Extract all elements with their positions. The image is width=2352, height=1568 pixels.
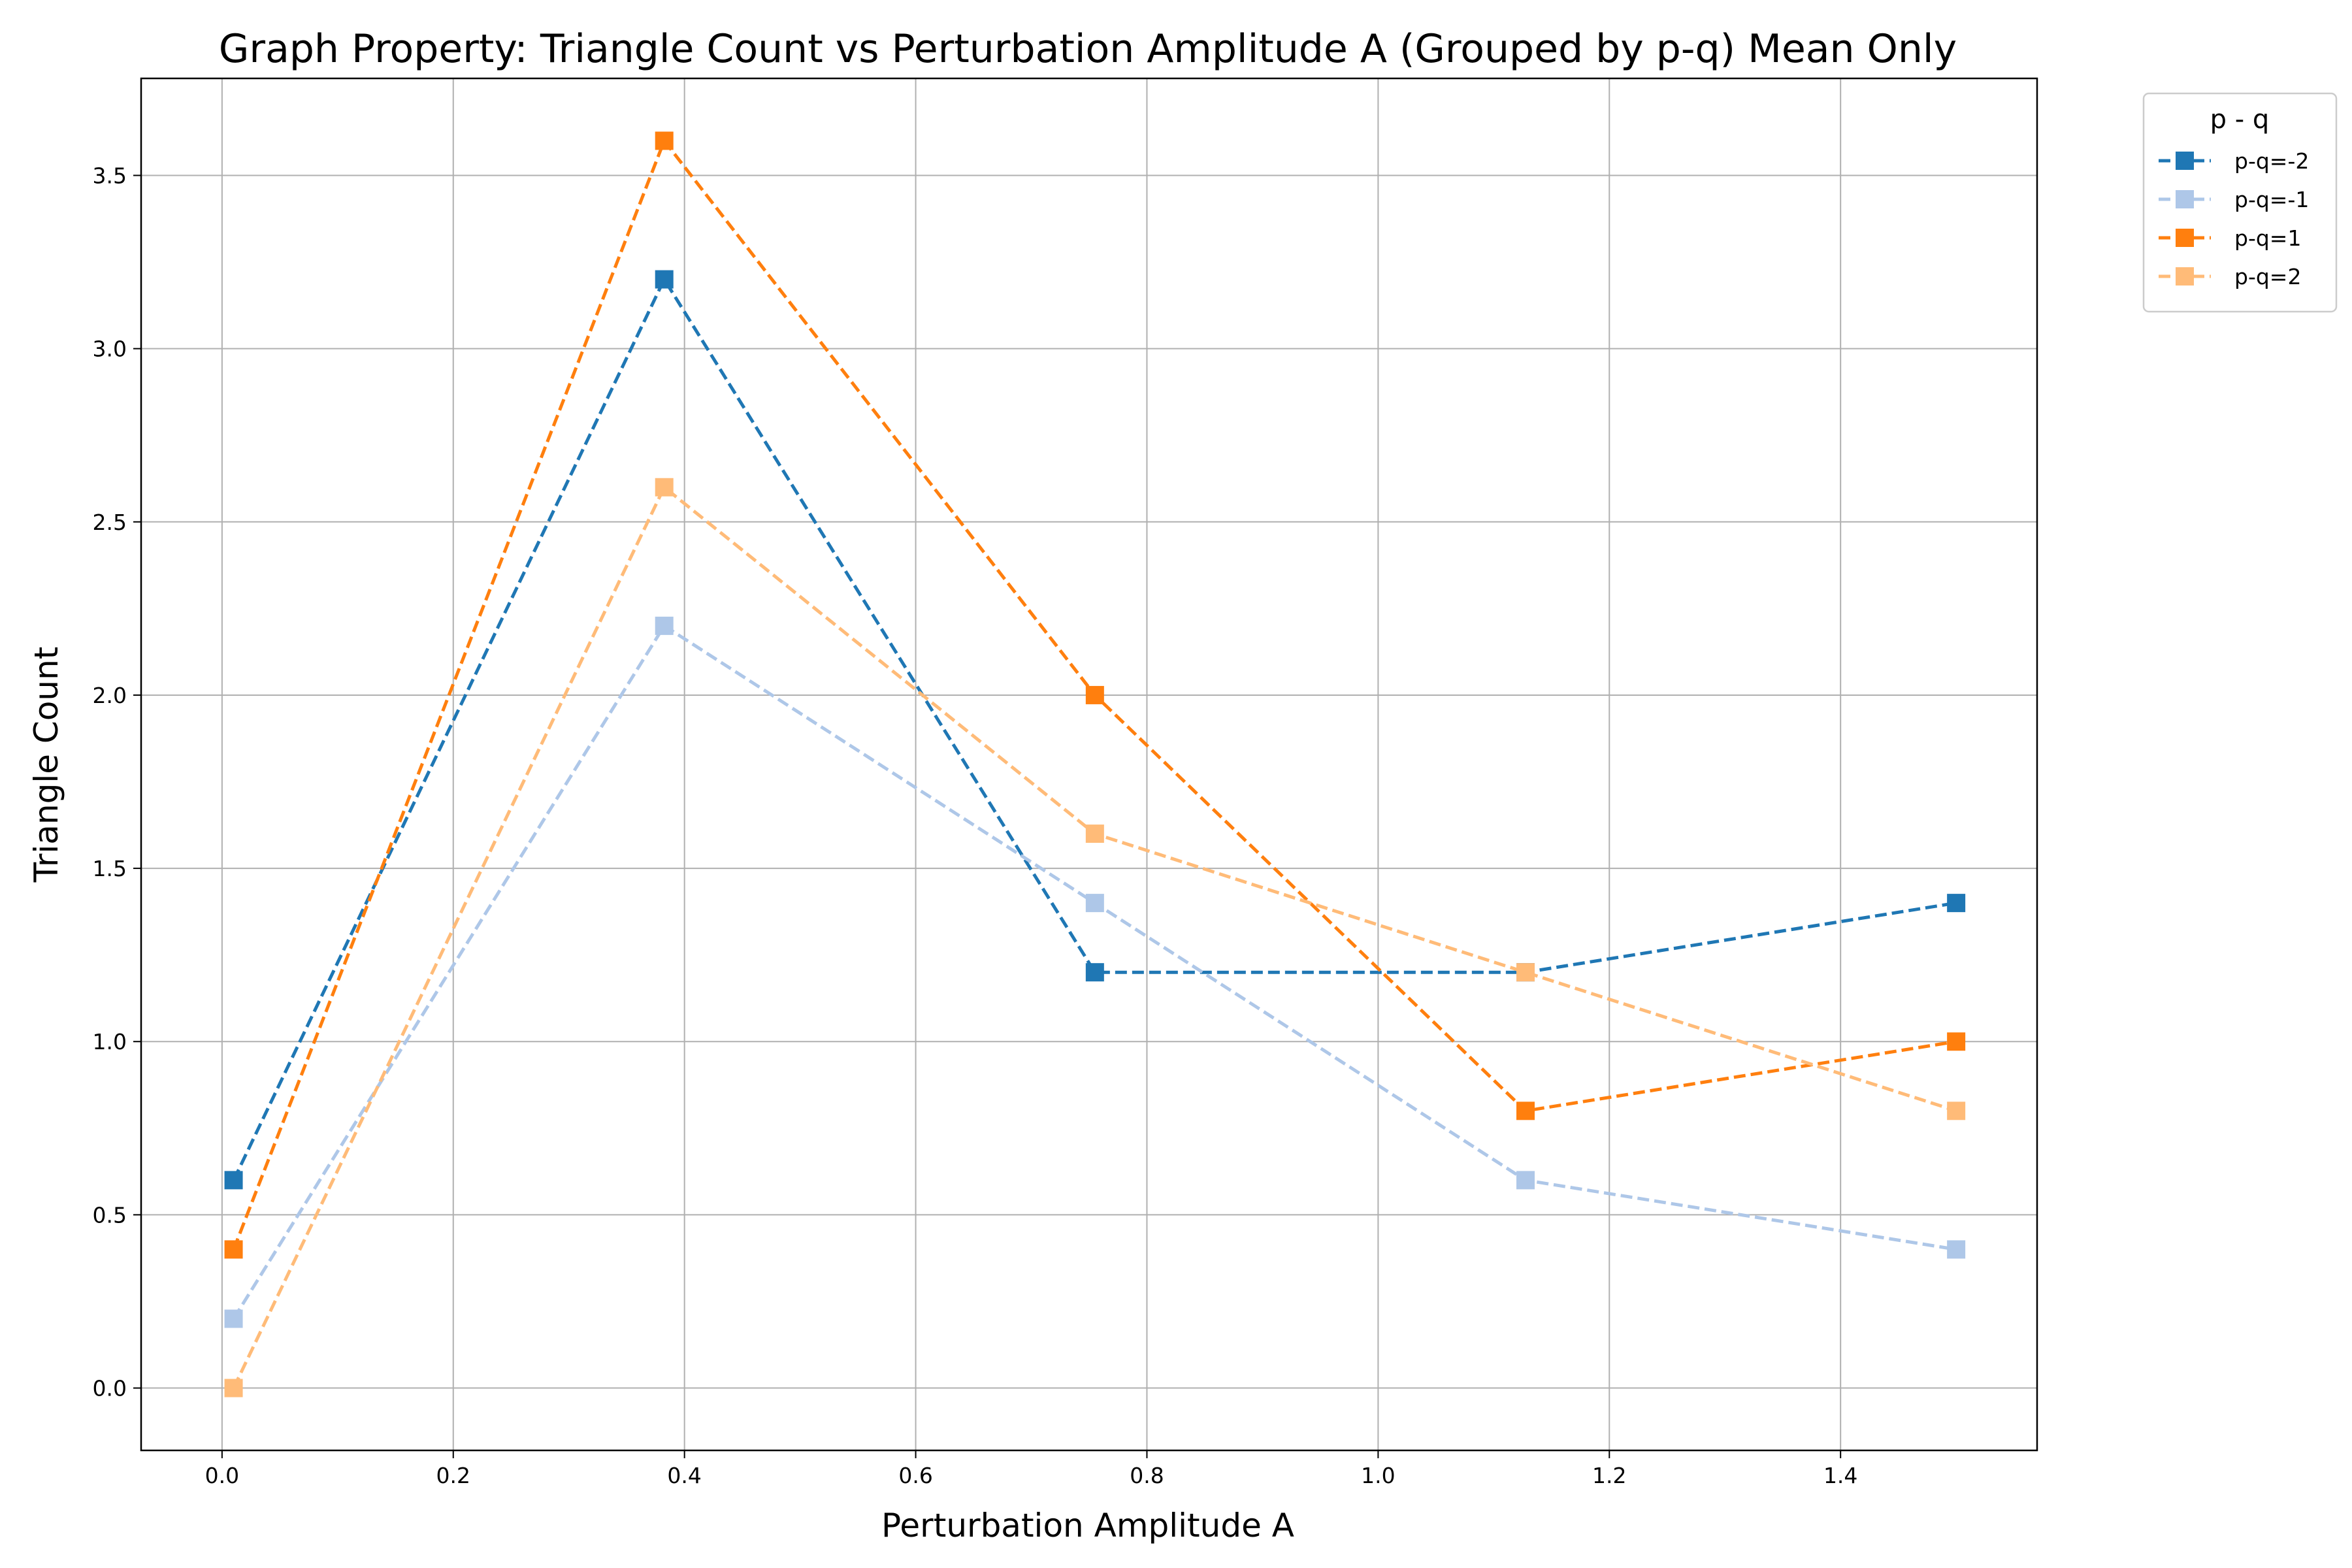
legend-entry: p-q=-1 [2159, 187, 2309, 212]
y-tick-label: 0.5 [93, 1202, 127, 1228]
series-line [232, 278, 1957, 1181]
legend-entries: p-q=-2 p-q=-1 p-q=1 p-q=2 [2159, 148, 2309, 289]
data-point [224, 1171, 243, 1190]
legend-entry: p-q=2 [2159, 264, 2301, 289]
y-axis-title: Triangle Count [27, 647, 65, 883]
data-point [224, 1379, 243, 1397]
y-tick-label: 2.0 [93, 683, 127, 708]
legend-marker [2176, 152, 2194, 170]
legend-marker [2176, 229, 2194, 247]
data-point [655, 131, 674, 150]
x-tick-label: 0.4 [667, 1463, 701, 1488]
plot-area-frame [140, 77, 2038, 1452]
data-point [1085, 894, 1104, 913]
x-axis-title: Perturbation Amplitude A [881, 1507, 1294, 1544]
x-tick-label: 0.0 [205, 1463, 239, 1488]
y-tick-label: 3.5 [93, 163, 127, 188]
axis-ticks: 0.0 0.2 0.4 0.6 0.8 1.0 1.2 1.4 0.0 0.5 1.0 1.5 2.0 2… [93, 163, 1858, 1488]
series-p-q=1 [224, 131, 1966, 1259]
legend-label: p-q=2 [2234, 264, 2301, 289]
series-p-q=2 [224, 478, 1966, 1397]
x-tick-label: 0.6 [898, 1463, 932, 1488]
x-tick-label: 0.2 [436, 1463, 470, 1488]
x-tick-label: 1.0 [1361, 1463, 1395, 1488]
legend-label: p-q=1 [2234, 225, 2301, 251]
data-point [1516, 1171, 1535, 1190]
series-layer [224, 131, 1966, 1397]
chart-title: Graph Property: Triangle Count vs Pertur… [219, 26, 1957, 72]
data-point [655, 270, 674, 289]
data-point [1947, 1032, 1966, 1051]
legend-entry: p-q=1 [2159, 225, 2301, 251]
legend-marker [2176, 190, 2194, 208]
legend-box [2142, 92, 2338, 313]
data-point [224, 1240, 243, 1259]
legend-entry: p-q=-2 [2159, 148, 2309, 174]
data-point [1516, 963, 1535, 982]
y-tick-label: 2.5 [93, 510, 127, 535]
data-point [1947, 1240, 1966, 1259]
x-tick-label: 0.8 [1130, 1463, 1164, 1488]
data-point [1947, 1102, 1966, 1120]
data-point [655, 478, 674, 497]
legend: p - q p-q=-2 p-q=-1 p-q=1 p-q=2 [2142, 92, 2338, 313]
x-tick-label: 1.4 [1823, 1463, 1857, 1488]
y-tick-label: 3.0 [93, 336, 127, 362]
legend-label: p-q=-2 [2234, 148, 2309, 174]
data-point [1085, 963, 1104, 982]
y-tick-label: 1.0 [93, 1029, 127, 1054]
series-p-q=-1 [224, 616, 1966, 1328]
data-point [1085, 825, 1104, 843]
y-tick-label: 1.5 [93, 856, 127, 881]
data-point [1516, 1102, 1535, 1120]
data-point [1947, 894, 1966, 913]
data-point [224, 1309, 243, 1328]
data-point [1085, 685, 1104, 704]
x-tick-label: 1.2 [1592, 1463, 1626, 1488]
data-point [655, 616, 674, 635]
legend-title: p - q [2210, 105, 2270, 135]
legend-marker [2176, 267, 2194, 286]
y-tick-label: 0.0 [93, 1376, 127, 1401]
legend-label: p-q=-1 [2234, 187, 2309, 212]
